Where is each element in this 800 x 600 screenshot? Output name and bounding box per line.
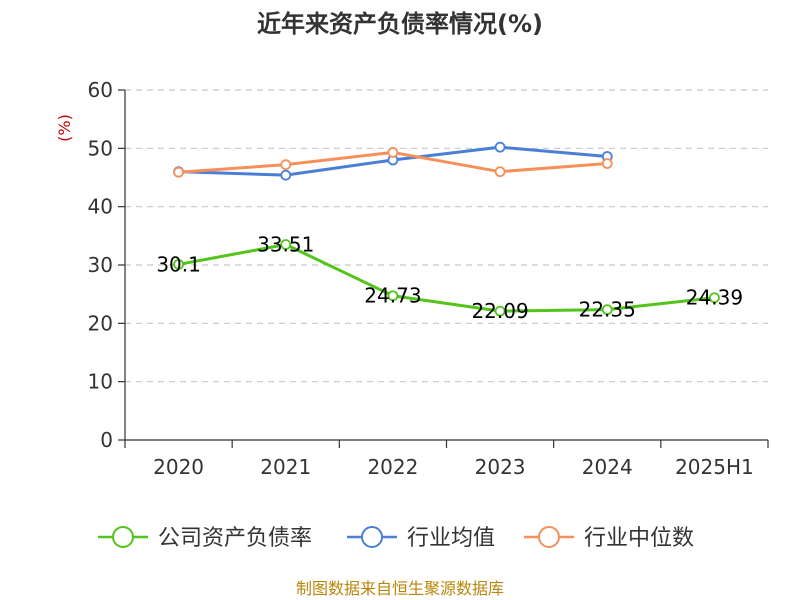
axes: 0 10 20 30 40 50 60 2020 2021 2022 2023 2024 2025H1	[88, 78, 769, 479]
data-point	[173, 166, 184, 178]
y-tick-label: 40	[88, 195, 113, 219]
series-line	[178, 243, 715, 313]
y-tick-label: 60	[88, 78, 113, 102]
legend: 公司资产负债率 行业均值 行业中位数	[98, 526, 694, 551]
y-axis-label: (%)	[55, 114, 74, 142]
x-tick-label: 2025H1	[675, 455, 754, 479]
legend-label: 行业中位数	[584, 526, 694, 551]
legend-item-0: 公司资产负债率	[98, 526, 312, 551]
data-label: 24.39	[686, 286, 743, 310]
series-2	[173, 147, 613, 178]
data-point	[387, 147, 399, 158]
data-point	[280, 239, 292, 250]
data-point	[601, 158, 613, 169]
series-group	[173, 141, 720, 317]
data-point	[280, 159, 292, 171]
legend-label: 行业均值	[407, 526, 495, 551]
x-tick-label: 2024	[582, 455, 633, 479]
y-tick-label: 50	[88, 136, 113, 160]
legend-item-2: 行业中位数	[524, 526, 694, 551]
data-label: 33.51	[257, 233, 314, 257]
x-tick-label: 2021	[260, 455, 311, 479]
data-point	[494, 305, 506, 317]
legend-marker	[538, 526, 560, 548]
data-label: 24.73	[364, 284, 421, 308]
series-0	[173, 239, 720, 317]
data-label: 22.35	[579, 298, 636, 322]
data-labels: 30.1 33.51 24.73 22.09 22.35 24.39	[156, 233, 743, 324]
y-tick-label: 20	[88, 311, 113, 335]
legend-marker	[361, 526, 383, 548]
data-point	[387, 290, 399, 302]
x-tick-label: 2023	[475, 455, 526, 479]
data-point	[280, 169, 292, 181]
chart-title: 近年来资产负债率情况(%)	[257, 10, 543, 38]
x-tick-label: 2022	[367, 455, 418, 479]
y-tick-label: 10	[88, 370, 113, 394]
data-point	[494, 141, 506, 153]
data-point	[494, 166, 506, 178]
y-tick-label: 0	[100, 428, 113, 452]
legend-item-1: 行业均值	[347, 526, 495, 551]
data-point	[173, 259, 184, 270]
legend-marker	[112, 526, 134, 548]
data-point	[709, 292, 720, 304]
data-label: 22.09	[471, 299, 528, 323]
grid-lines	[125, 89, 768, 383]
data-point	[601, 304, 613, 316]
x-tick-label: 2020	[153, 455, 204, 479]
y-tick-label: 30	[88, 253, 113, 277]
data-label: 30.1	[156, 252, 201, 276]
legend-label: 公司资产负债率	[158, 526, 312, 551]
source-note: 制图数据来自恒生聚源数据库	[296, 579, 504, 598]
